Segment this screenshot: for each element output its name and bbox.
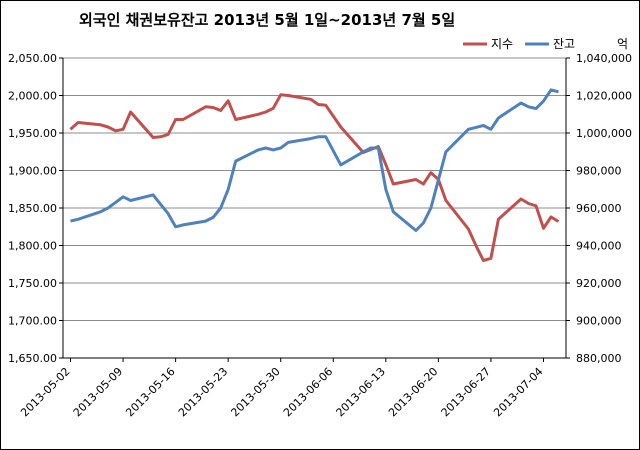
x-tick-label: 2013-05-16 (123, 365, 177, 419)
y-left-tick-label: 1,850.00 (8, 202, 57, 215)
y-left-tick-label: 1,800.00 (8, 240, 57, 253)
y-left-tick-label: 2,050.00 (8, 52, 57, 65)
y-left-tick-label: 1,900.00 (8, 165, 57, 178)
y-right-tick-label: 880,000 (576, 352, 622, 365)
x-tick-label: 2013-07-04 (491, 365, 545, 419)
y-right-tick-label: 1,040,000 (576, 52, 632, 65)
legend-label-index: 지수 (491, 37, 513, 51)
x-tick-label: 2013-05-30 (228, 365, 282, 419)
y-right-tick-label: 1,020,000 (576, 90, 632, 103)
x-tick-label: 2013-06-06 (281, 365, 335, 419)
x-tick-label: 2013-06-27 (439, 365, 493, 419)
y-right-tick-label: 960,000 (576, 202, 622, 215)
y-left-tick-label: 1,700.00 (8, 315, 57, 328)
y-right-tick-label: 940,000 (576, 240, 622, 253)
y-right-tick-label: 980,000 (576, 165, 622, 178)
legend-label-balance: 잔고 (553, 37, 575, 51)
y-right-tick-label: 1,000,000 (576, 127, 632, 140)
x-tick-label: 2013-05-23 (176, 365, 230, 419)
y-left-tick-label: 1,950.00 (8, 127, 57, 140)
series-line-index (69, 93, 560, 262)
chart-title: 외국인 채권보유잔고 2013년 5월 1일~2013년 7월 5일 (79, 11, 456, 29)
x-tick-label: 2013-05-09 (71, 365, 125, 419)
y-right-tick-label: 920,000 (576, 277, 622, 290)
y-right-tick-label: 900,000 (576, 315, 622, 328)
series-line-balance (70, 88, 559, 232)
y-left-tick-label: 1,650.00 (8, 352, 57, 365)
x-tick-label: 2013-06-13 (334, 365, 388, 419)
y-left-tick-label: 1,750.00 (8, 277, 57, 290)
y-left-tick-label: 2,000.00 (8, 90, 57, 103)
x-tick-label: 2013-06-20 (386, 365, 440, 419)
x-tick-label: 2013-05-02 (18, 365, 72, 419)
unit-label: 억 (617, 37, 628, 51)
